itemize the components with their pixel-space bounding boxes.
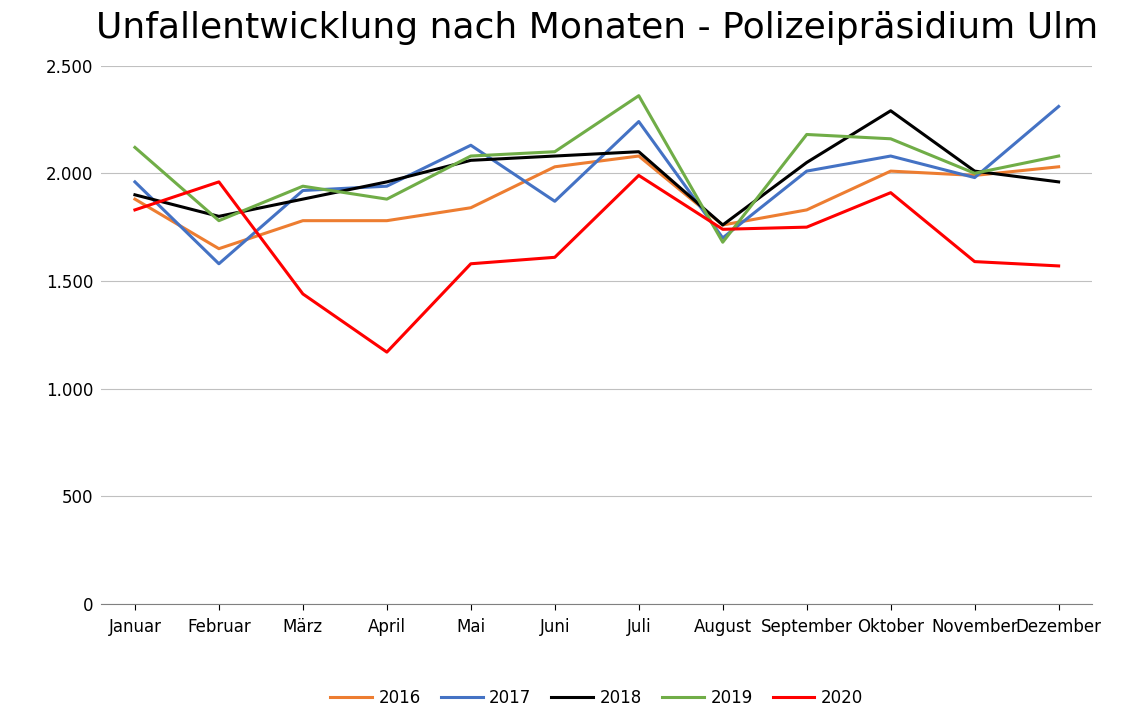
2016 (632, 151, 645, 160)
2016 (381, 216, 394, 225)
2019 (968, 169, 982, 178)
2019 (464, 151, 477, 160)
2016 (968, 171, 982, 180)
2018 (381, 178, 394, 186)
2018 (212, 212, 225, 221)
2018 (464, 156, 477, 165)
2018 (296, 195, 310, 204)
2016 (884, 167, 897, 175)
2017 (212, 259, 225, 268)
2019 (884, 135, 897, 143)
2018 (799, 158, 813, 167)
2019 (128, 143, 142, 151)
2020 (799, 223, 813, 232)
2018 (632, 147, 645, 156)
2019 (716, 238, 730, 247)
Line: 2017: 2017 (135, 106, 1058, 264)
2019 (212, 216, 225, 225)
2017 (799, 167, 813, 175)
2020 (716, 225, 730, 234)
Legend: 2016, 2017, 2018, 2019, 2020: 2016, 2017, 2018, 2019, 2020 (323, 683, 870, 714)
2018 (548, 151, 562, 160)
2019 (1052, 151, 1065, 160)
2017 (464, 141, 477, 150)
2020 (128, 205, 142, 214)
2016 (212, 245, 225, 253)
2016 (128, 195, 142, 204)
2020 (381, 348, 394, 357)
2017 (632, 117, 645, 126)
2018 (128, 191, 142, 199)
2019 (296, 182, 310, 191)
2016 (464, 203, 477, 212)
Title: Unfallentwicklung nach Monaten - Polizeipräsidium Ulm: Unfallentwicklung nach Monaten - Polizei… (96, 11, 1098, 44)
2019 (381, 195, 394, 204)
2018 (968, 167, 982, 175)
2019 (632, 91, 645, 100)
2017 (1052, 102, 1065, 111)
2017 (128, 178, 142, 186)
2017 (548, 197, 562, 205)
2016 (296, 216, 310, 225)
2020 (884, 189, 897, 197)
2016 (1052, 162, 1065, 171)
2020 (212, 178, 225, 186)
2018 (1052, 178, 1065, 186)
2018 (716, 221, 730, 229)
2020 (968, 257, 982, 266)
Line: 2020: 2020 (135, 175, 1058, 352)
Line: 2016: 2016 (135, 156, 1058, 249)
2020 (1052, 261, 1065, 270)
2020 (632, 171, 645, 180)
Line: 2018: 2018 (135, 111, 1058, 225)
2016 (799, 205, 813, 214)
2019 (799, 130, 813, 139)
2017 (716, 234, 730, 242)
2016 (548, 162, 562, 171)
2019 (548, 147, 562, 156)
2017 (381, 182, 394, 191)
2018 (884, 106, 897, 115)
2016 (716, 221, 730, 229)
2020 (296, 290, 310, 298)
Line: 2019: 2019 (135, 95, 1058, 242)
2017 (296, 186, 310, 195)
2020 (548, 253, 562, 261)
2020 (464, 259, 477, 268)
2017 (884, 151, 897, 160)
2017 (968, 173, 982, 182)
